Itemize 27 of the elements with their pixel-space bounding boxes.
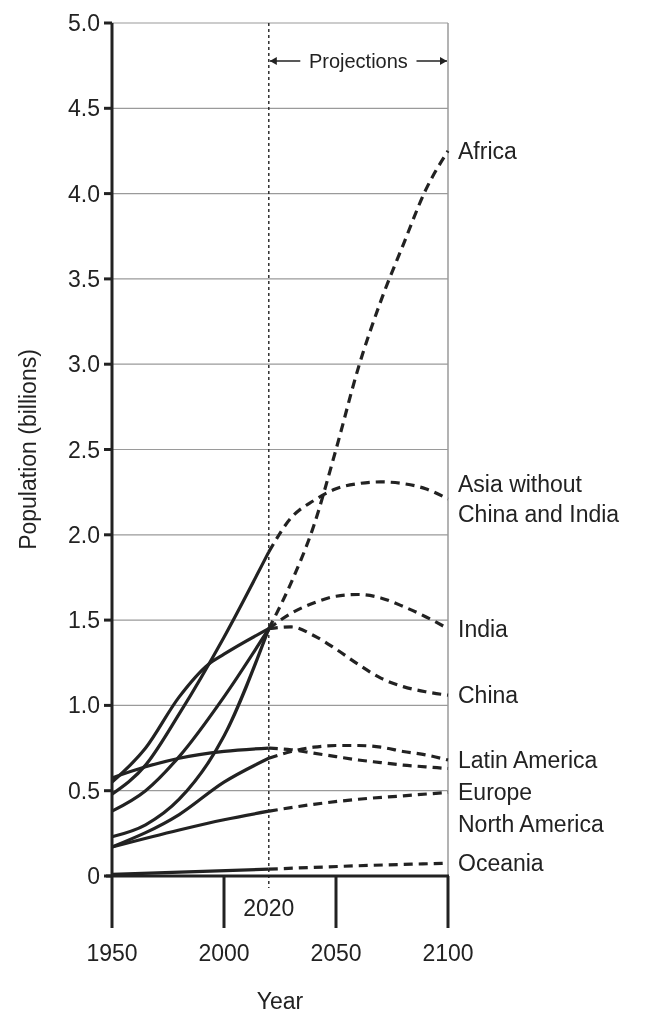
y-tick-label: 3.0 <box>68 351 100 378</box>
series-label: North America <box>458 811 604 838</box>
y-tick-label: 4.5 <box>68 95 100 122</box>
y-axis-title: Population (billions) <box>15 349 41 550</box>
y-tick-label: 2.0 <box>68 521 100 548</box>
series-label: China <box>458 682 519 709</box>
x-tick-label: 2000 <box>198 940 250 966</box>
x-tick-label: 2050 <box>310 940 362 966</box>
y-tick-label: 2.5 <box>68 436 100 463</box>
x-tick-label: 2100 <box>422 940 474 966</box>
y-tick-label: 4.0 <box>68 180 100 207</box>
series-label: Oceania <box>458 850 544 877</box>
y-tick-label: 0 <box>87 863 100 890</box>
series-label: Africa <box>458 138 517 164</box>
series-label: Europe <box>458 779 533 806</box>
annotation: Projections <box>308 50 408 72</box>
y-tick-label: 5.0 <box>68 10 100 37</box>
y-tick-label: 1.5 <box>68 607 100 634</box>
y-tick-label: 3.5 <box>68 265 100 292</box>
series-label: Asia without China and India <box>458 471 620 528</box>
ref-line-label: 2020 <box>243 895 295 921</box>
x-tick-label: 1950 <box>86 940 138 966</box>
y-tick-label: 1.0 <box>68 692 100 719</box>
x-axis-title: Year <box>256 988 304 1014</box>
series-label: India <box>458 615 509 642</box>
series-label: Latin America <box>458 747 598 774</box>
y-tick-label: 0.5 <box>68 777 100 804</box>
